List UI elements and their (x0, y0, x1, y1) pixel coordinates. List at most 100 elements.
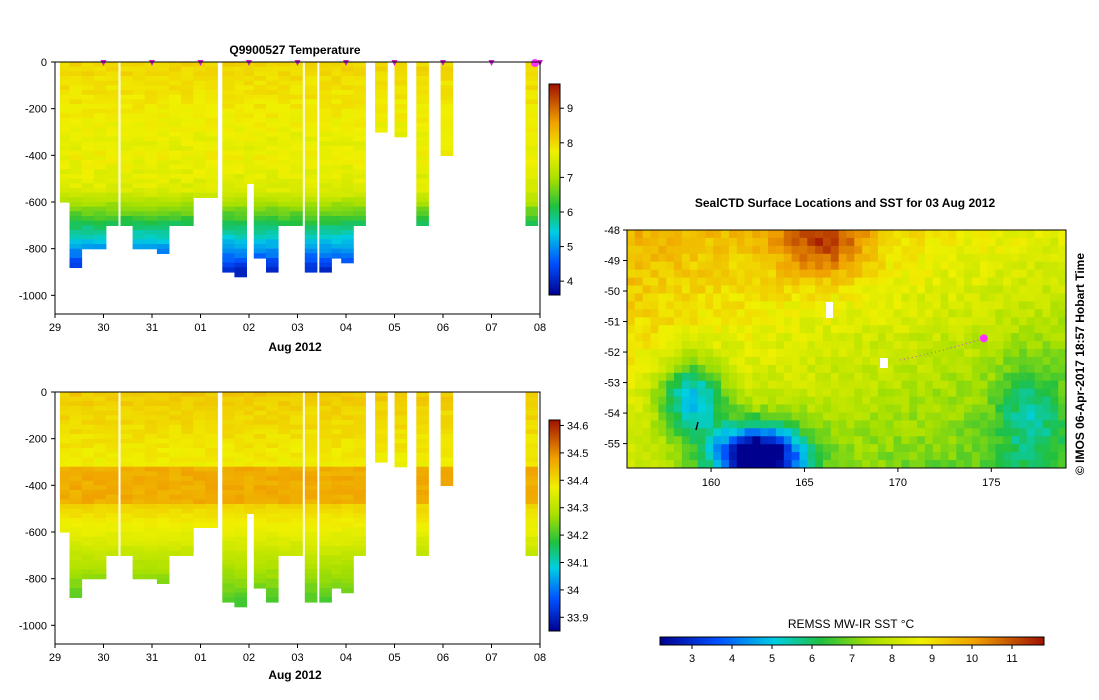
profile-cell (132, 220, 146, 226)
profile-cell (69, 141, 83, 147)
profile-cell (234, 508, 247, 514)
sst-cell (854, 460, 863, 469)
sst-cell (783, 309, 793, 318)
profile-cell (525, 424, 539, 430)
profile-cell (244, 136, 257, 142)
sst-cell (1034, 349, 1043, 358)
profile-cell (440, 466, 454, 472)
profile-cell (132, 504, 146, 510)
profile-cell (193, 183, 206, 189)
sst-cell (1034, 325, 1043, 334)
profile-cell (253, 248, 267, 254)
profile-cell (290, 211, 303, 217)
sst-cell (995, 420, 1004, 429)
seal-track (899, 337, 984, 361)
sst-cell (799, 444, 808, 453)
sst-cell (909, 253, 918, 263)
profile-cell (81, 560, 95, 566)
profile-cell (440, 122, 454, 128)
sst-cell (768, 237, 777, 247)
sst-cell (964, 261, 973, 271)
profile-cell (59, 448, 73, 454)
sst-cell (870, 237, 879, 247)
profile-cell (331, 485, 345, 491)
profile-cell (266, 434, 279, 440)
sst-cell (689, 245, 698, 255)
profile-cell (416, 174, 429, 180)
sst-cell (885, 253, 894, 263)
sst-cell (768, 333, 777, 342)
sst-cell (854, 237, 863, 247)
sst-cell (634, 261, 644, 271)
profile-cell (169, 132, 182, 138)
profile-cell (319, 471, 332, 477)
profile-cell (416, 494, 429, 500)
sst-cell (650, 436, 659, 445)
sst-cell (1042, 277, 1051, 286)
sst-cell (775, 412, 785, 421)
profile-cell (341, 508, 354, 514)
sst-cell (987, 277, 996, 286)
sst-cell (799, 460, 808, 469)
sst-cell (1034, 356, 1043, 366)
sst-cell (893, 428, 902, 437)
profile-cell (253, 462, 267, 468)
profile-cell (253, 122, 267, 128)
sst-cell (658, 277, 667, 286)
profile-cell (278, 85, 291, 91)
profile-cell (266, 127, 279, 133)
sst-cell (1050, 309, 1059, 318)
profile-cell (120, 146, 134, 152)
profile-cell (353, 438, 366, 444)
lat-tick-label: -50 (604, 286, 620, 298)
profile-cell (144, 392, 158, 398)
sst-cell (650, 301, 659, 310)
sst-cell (917, 444, 926, 453)
sst-cell (650, 460, 659, 469)
sst-cell (768, 428, 777, 437)
profile-cell (222, 248, 235, 254)
sst-cell (877, 309, 887, 318)
sst-cell (634, 428, 644, 437)
profile-cell (244, 396, 257, 402)
profile-cell (244, 174, 257, 180)
sst-cell (854, 396, 863, 405)
sst-cell (713, 404, 722, 413)
profile-cell (266, 99, 279, 105)
sst-cell (971, 230, 981, 239)
sst-cell (846, 277, 855, 286)
sst-cell (1058, 341, 1067, 350)
sst-cell (924, 396, 934, 405)
profile-cell (181, 443, 194, 449)
profile-cell (290, 169, 303, 175)
profile-cell (144, 490, 158, 496)
sst-cell (807, 245, 816, 255)
profile-cell (222, 527, 235, 533)
profile-cell (156, 202, 170, 208)
profile-cell (156, 494, 170, 500)
profile-cell (132, 560, 146, 566)
sst-cell (838, 230, 847, 239)
profile-cell (181, 66, 194, 72)
profile-cell (319, 578, 332, 584)
profile-cell (181, 136, 194, 142)
profile-cell (331, 569, 345, 575)
sst-cell (744, 420, 753, 429)
profile-cell (234, 267, 247, 273)
profile-cell (234, 592, 247, 598)
sst-cell (658, 261, 667, 271)
profile-cell (416, 522, 429, 528)
sst-cell (713, 245, 722, 255)
profile-cell (416, 206, 429, 212)
sst-cell (736, 333, 746, 342)
profile-cell (304, 574, 318, 580)
profile-cell (244, 490, 257, 496)
profile-cell (156, 244, 170, 250)
profile-cell (278, 211, 291, 217)
profile-cell (81, 206, 95, 212)
sst-cell (1026, 309, 1036, 318)
sst-cell (885, 364, 894, 374)
sst-cell (768, 349, 777, 358)
sst-cell (815, 269, 824, 279)
sst-cell (768, 277, 777, 286)
